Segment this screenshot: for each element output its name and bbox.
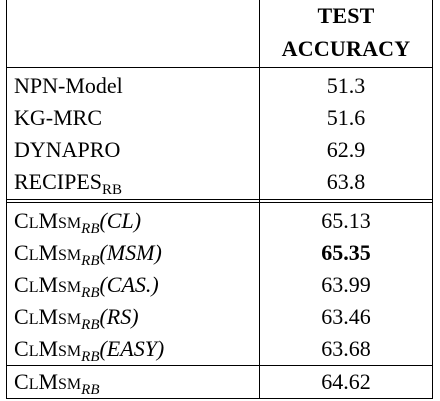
method-name: CLMSMRB(MSM): [14, 240, 162, 269]
method-name: CLMSMRB(CL): [14, 208, 142, 237]
method-name: CLMSMRB(EASY): [14, 336, 165, 365]
method-name: CLMSMRB(RS): [14, 304, 139, 333]
method-subscript: RB: [81, 349, 100, 365]
accuracy-value: 51.6: [326, 105, 366, 130]
method-name-base: RECIPES: [14, 169, 103, 194]
method-subscript: RB: [81, 221, 100, 237]
method-variant: (CL): [99, 208, 142, 233]
group-rule-bottom: [6, 202, 433, 203]
method-variant: (RS): [99, 304, 139, 329]
method-variant: (EASY): [99, 336, 165, 361]
method-subscript: RB: [81, 382, 100, 398]
table-border-bottom: [6, 398, 433, 399]
method-name: KG-MRC: [14, 105, 103, 130]
method-subscript: RB: [81, 317, 100, 333]
method-name: DYNAPRO: [14, 137, 121, 162]
final-rule: [6, 365, 433, 366]
table-row: RECIPESRB 63.8: [6, 166, 433, 198]
accuracy-value: 51.3: [326, 73, 366, 98]
header-rule: [6, 67, 433, 68]
table-row: DYNAPRO 62.9: [6, 134, 433, 166]
group-rule-top: [6, 199, 433, 200]
accuracy-value: 63.8: [326, 169, 366, 194]
accuracy-value: 65.13: [321, 208, 371, 233]
accuracy-value: 62.9: [326, 137, 366, 162]
accuracy-value: 63.99: [321, 272, 371, 297]
table-row: CLMSMRB(MSM) 65.35: [6, 237, 433, 269]
method-name: NPN-Model: [14, 73, 123, 98]
table-row: KG-MRC 51.6: [6, 102, 433, 134]
method-variant: (CAS.): [99, 272, 159, 297]
method-subscript: RB: [81, 285, 100, 301]
accuracy-value: 63.46: [321, 304, 371, 329]
accuracy-value: 63.68: [321, 336, 371, 361]
accuracy-value-best: 65.35: [321, 240, 371, 265]
method-name: CLMSMRB(CAS.): [14, 272, 159, 301]
table-row: CLMSMRB(CL) 65.13: [6, 205, 433, 237]
method-name: RECIPESRB: [14, 166, 122, 198]
method-name: CLMSMRB: [14, 369, 100, 398]
table-row: NPN-Model 51.3: [6, 70, 433, 102]
header-line-test: TEST: [317, 3, 375, 28]
table-row: CLMSMRB(RS) 63.46: [6, 301, 433, 333]
method-subscript: RB: [102, 182, 123, 198]
method-variant: (MSM): [99, 240, 162, 265]
accuracy-value: 64.62: [321, 369, 371, 394]
table-row: CLMSMRB(CAS.) 63.99: [6, 269, 433, 301]
table-row: CLMSMRB(EASY) 63.68: [6, 333, 433, 365]
header-line-accuracy: ACCURACY: [281, 36, 411, 61]
results-table: TEST ACCURACY NPN-Model 51.3 KG-MRC 51.6…: [6, 0, 433, 399]
table-row: CLMSMRB 64.62: [6, 366, 433, 398]
method-subscript: RB: [81, 253, 100, 269]
